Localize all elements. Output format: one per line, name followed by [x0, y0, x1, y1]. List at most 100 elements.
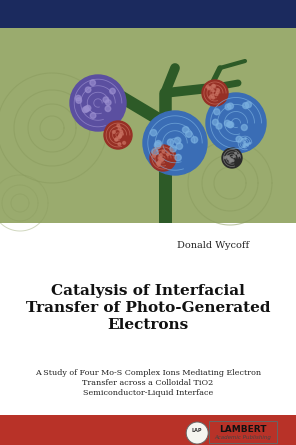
- Text: A Study of Four Mo-S Complex Ions Mediating Electron
Transfer across a Colloidal: A Study of Four Mo-S Complex Ions Mediat…: [35, 368, 261, 397]
- Circle shape: [75, 95, 81, 101]
- Circle shape: [226, 156, 228, 158]
- Bar: [0, 415, 296, 445]
- Bar: [209, 421, 277, 443]
- Circle shape: [211, 94, 214, 97]
- Circle shape: [230, 159, 232, 162]
- Circle shape: [160, 159, 163, 162]
- Circle shape: [186, 422, 208, 444]
- Circle shape: [216, 91, 219, 94]
- Circle shape: [70, 75, 126, 131]
- Circle shape: [110, 88, 115, 94]
- Circle shape: [158, 157, 161, 159]
- Text: Academic Publishing: Academic Publishing: [215, 434, 272, 440]
- Text: Donald Wycoff: Donald Wycoff: [177, 240, 249, 250]
- Circle shape: [238, 154, 240, 157]
- Circle shape: [143, 111, 207, 175]
- Circle shape: [229, 161, 231, 163]
- Circle shape: [90, 113, 96, 118]
- Circle shape: [161, 158, 164, 161]
- Circle shape: [215, 93, 218, 96]
- Circle shape: [231, 158, 232, 161]
- Circle shape: [119, 134, 121, 137]
- Bar: [0, 223, 296, 415]
- Circle shape: [244, 141, 245, 143]
- Circle shape: [123, 142, 126, 144]
- Text: Catalysis of Interfacial
Transfer of Photo-Generated
Electrons: Catalysis of Interfacial Transfer of Pho…: [26, 284, 270, 332]
- Text: LAMBERT: LAMBERT: [219, 425, 267, 433]
- Circle shape: [233, 155, 235, 158]
- Circle shape: [217, 89, 219, 91]
- Circle shape: [243, 146, 244, 147]
- Circle shape: [115, 138, 118, 141]
- Circle shape: [156, 162, 159, 165]
- Circle shape: [85, 105, 91, 111]
- Circle shape: [150, 145, 176, 171]
- Circle shape: [244, 144, 245, 145]
- Circle shape: [227, 121, 233, 128]
- Circle shape: [167, 153, 169, 156]
- Circle shape: [182, 126, 189, 133]
- Circle shape: [120, 130, 123, 133]
- Circle shape: [170, 146, 176, 152]
- Circle shape: [224, 120, 230, 126]
- Circle shape: [152, 149, 158, 155]
- Circle shape: [212, 89, 214, 92]
- Text: LAP: LAP: [192, 428, 202, 433]
- Circle shape: [245, 101, 252, 108]
- Circle shape: [159, 157, 162, 160]
- Circle shape: [209, 96, 212, 98]
- Circle shape: [175, 154, 181, 161]
- Circle shape: [104, 121, 132, 149]
- Circle shape: [174, 138, 181, 144]
- Circle shape: [244, 146, 245, 147]
- Circle shape: [105, 106, 111, 112]
- Circle shape: [228, 121, 234, 128]
- Circle shape: [153, 155, 155, 157]
- Circle shape: [228, 156, 229, 158]
- Circle shape: [105, 100, 111, 105]
- Circle shape: [76, 98, 82, 103]
- Circle shape: [118, 143, 121, 146]
- Circle shape: [157, 164, 160, 166]
- Circle shape: [158, 161, 160, 163]
- Circle shape: [162, 150, 165, 153]
- Circle shape: [115, 138, 118, 141]
- Circle shape: [247, 143, 249, 145]
- Circle shape: [247, 145, 248, 146]
- Circle shape: [155, 141, 162, 147]
- Circle shape: [210, 87, 213, 89]
- FancyArrow shape: [158, 128, 171, 223]
- Circle shape: [208, 87, 210, 90]
- Circle shape: [213, 85, 215, 88]
- Circle shape: [117, 124, 120, 127]
- Circle shape: [167, 139, 174, 146]
- Circle shape: [249, 142, 251, 144]
- Circle shape: [228, 103, 234, 109]
- Circle shape: [160, 154, 162, 157]
- Circle shape: [228, 157, 230, 159]
- Circle shape: [212, 97, 215, 99]
- Circle shape: [243, 103, 249, 109]
- Circle shape: [241, 125, 247, 130]
- Circle shape: [84, 106, 89, 112]
- Circle shape: [242, 138, 244, 140]
- Circle shape: [232, 159, 234, 162]
- Circle shape: [216, 123, 222, 129]
- Circle shape: [214, 109, 220, 115]
- Circle shape: [150, 129, 157, 136]
- Circle shape: [236, 136, 242, 142]
- Circle shape: [158, 162, 161, 164]
- Circle shape: [118, 127, 121, 130]
- Circle shape: [176, 143, 183, 150]
- Circle shape: [246, 144, 247, 146]
- Circle shape: [112, 131, 115, 134]
- Circle shape: [118, 136, 120, 139]
- Circle shape: [245, 138, 246, 139]
- Circle shape: [212, 84, 215, 87]
- Circle shape: [82, 107, 88, 113]
- Circle shape: [225, 104, 231, 110]
- Circle shape: [237, 135, 253, 151]
- Circle shape: [206, 93, 266, 153]
- Circle shape: [245, 144, 247, 145]
- Bar: [0, 28, 296, 223]
